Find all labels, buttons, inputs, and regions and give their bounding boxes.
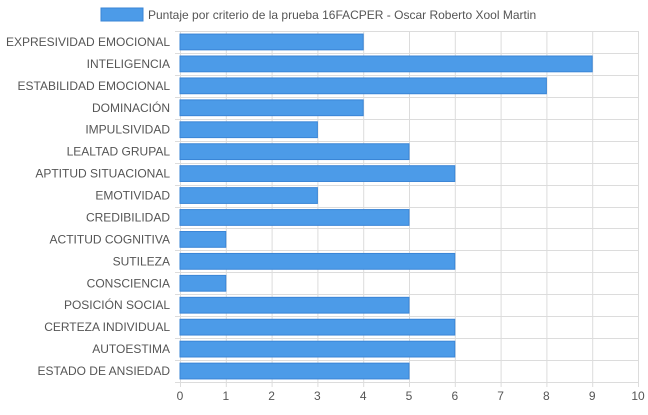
x-tick-label-5: 5 <box>406 389 413 403</box>
x-tick-label-9: 9 <box>589 389 596 403</box>
category-label-3: DOMINACIÓN <box>92 100 170 115</box>
category-label-6: APTITUD SITUACIONAL <box>35 167 170 181</box>
category-label-9: ACTITUD COGNITIVA <box>50 232 170 246</box>
category-label-10: SUTILEZA <box>113 254 170 268</box>
category-label-14: AUTOESTIMA <box>92 342 170 356</box>
category-label-11: CONSCIENCIA <box>87 276 170 290</box>
category-label-4: IMPULSIVIDAD <box>85 123 170 137</box>
x-tick-label-4: 4 <box>360 389 367 403</box>
x-axis-tick-labels: 0 1 2 3 4 5 6 7 8 9 10 <box>177 389 645 403</box>
bar-0[interactable] <box>179 33 364 51</box>
bar-5[interactable] <box>179 143 410 161</box>
bar-14[interactable] <box>179 340 456 358</box>
x-tick-label-7: 7 <box>497 389 504 403</box>
bar-1[interactable] <box>179 55 593 73</box>
x-tick-label-8: 8 <box>543 389 550 403</box>
legend-label: Puntaje por criterio de la prueba 16FACP… <box>148 8 536 22</box>
bar-7[interactable] <box>179 187 318 204</box>
bar-6[interactable] <box>179 165 456 182</box>
x-tick-label-3: 3 <box>314 389 321 403</box>
legend[interactable]: Puntaje por criterio de la prueba 16FACP… <box>100 7 536 22</box>
x-tick-label-2: 2 <box>268 389 275 403</box>
x-tick-label-10: 10 <box>631 389 645 403</box>
bar-9[interactable] <box>179 231 227 248</box>
legend-swatch <box>100 7 144 22</box>
bars <box>179 33 593 380</box>
bar-15[interactable] <box>179 362 410 380</box>
category-labels: EXPRESIVIDAD EMOCIONAL INTELIGENCIA ESTABI… <box>6 35 170 378</box>
category-label-0: EXPRESIVIDAD EMOCIONAL <box>6 35 170 49</box>
category-label-2: ESTABILIDAD EMOCIONAL <box>18 79 171 93</box>
category-label-7: EMOTIVIDAD <box>95 189 170 203</box>
bar-3[interactable] <box>179 99 364 117</box>
bar-4[interactable] <box>179 121 318 139</box>
x-tick-label-6: 6 <box>451 389 458 403</box>
category-label-15: ESTADO DE ANSIEDAD <box>38 364 171 378</box>
bar-8[interactable] <box>179 209 410 226</box>
bar-10[interactable] <box>179 252 456 270</box>
bar-12[interactable] <box>179 296 410 314</box>
bar-13[interactable] <box>179 318 456 336</box>
bar-2[interactable] <box>179 77 547 95</box>
category-label-13: CERTEZA INDIVIDUAL <box>44 320 170 334</box>
category-label-5: LEALTAD GRUPAL <box>67 145 171 159</box>
category-label-8: CREDIBILIDAD <box>86 210 170 224</box>
category-label-12: POSICIÓN SOCIAL <box>64 297 170 312</box>
x-tick-label-0: 0 <box>177 389 184 403</box>
x-tick-label-1: 1 <box>222 389 229 403</box>
category-label-1: INTELIGENCIA <box>87 57 170 71</box>
bar-11[interactable] <box>179 274 227 292</box>
